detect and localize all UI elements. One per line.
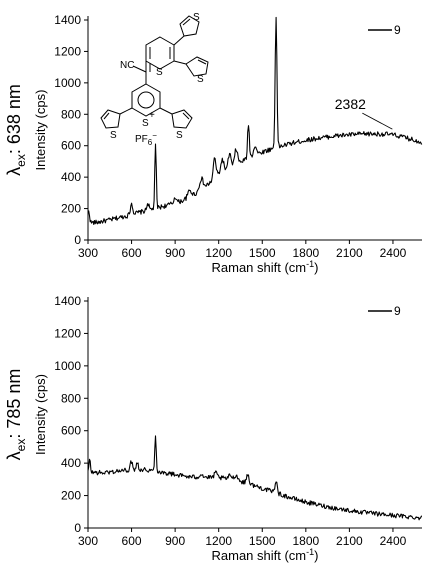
y-tick-label: 1200 bbox=[54, 44, 81, 58]
x-tick-label: 1200 bbox=[205, 534, 232, 548]
y-tick-label: 1400 bbox=[54, 13, 81, 27]
y-tick-label: 200 bbox=[61, 489, 81, 503]
y-tick-label: 600 bbox=[61, 139, 81, 153]
y-tick-label: 0 bbox=[74, 233, 81, 247]
bond bbox=[119, 107, 133, 115]
excitation-wavelength-label: λex: 785 nm bbox=[4, 369, 28, 461]
y-tick-label: 1000 bbox=[54, 76, 81, 90]
molecule-labels: S S S NC S + S S PF6− bbox=[110, 12, 204, 147]
nitrile-label: NC bbox=[120, 60, 134, 71]
x-tick-label: 2100 bbox=[336, 534, 363, 548]
sulfur-label-cation: S bbox=[142, 118, 149, 129]
legend-label: 9 bbox=[394, 23, 401, 37]
thiophene-ring-bottom-left bbox=[100, 109, 121, 129]
y-tick-label: 400 bbox=[61, 170, 81, 184]
thiophene-ring-bottom-right bbox=[171, 109, 193, 129]
x-tick-label: 900 bbox=[165, 246, 185, 260]
counterion-label: PF6− bbox=[135, 131, 157, 147]
y-axis-label: Intensity (cps) bbox=[33, 90, 48, 171]
x-tick-label: 600 bbox=[122, 534, 142, 548]
x-tick-label: 1800 bbox=[292, 246, 319, 260]
thiophene-ring-top bbox=[179, 15, 200, 37]
sulfur-label-thiophene-left: S bbox=[110, 130, 117, 141]
sulfur-label-thiophene-right: S bbox=[197, 74, 204, 85]
x-tick-label: 2400 bbox=[380, 246, 407, 260]
y-tick-label: 200 bbox=[61, 202, 81, 216]
chart-panel-785nm: 0 200 400 600 800 1000 1200 1400 300 600 900 1200 15… bbox=[4, 294, 422, 563]
y-axis-label: Intensity (cps) bbox=[33, 374, 48, 455]
thiophene-ring-right bbox=[185, 56, 209, 77]
x-tick-label: 1500 bbox=[249, 534, 276, 548]
annotation-pointer bbox=[362, 112, 393, 130]
y-tick-label: 800 bbox=[61, 107, 81, 121]
x-tick-label: 300 bbox=[78, 534, 98, 548]
y-tick-label: 800 bbox=[61, 391, 81, 405]
y-tick-label: 1400 bbox=[54, 294, 81, 308]
thiopyrylium-ring-bottom bbox=[131, 83, 161, 117]
y-tick-label: 1000 bbox=[54, 359, 81, 373]
x-axis-label: Raman shift (cm-1) bbox=[212, 547, 319, 563]
x-tick-label: 300 bbox=[78, 246, 98, 260]
x-tick-label: 1500 bbox=[249, 246, 276, 260]
sulfur-label-thiophene-bottom-right: S bbox=[176, 130, 183, 141]
cation-charge-label: + bbox=[149, 110, 155, 121]
excitation-wavelength-label: λex: 638 nm bbox=[4, 84, 28, 176]
aromatic-circle bbox=[137, 91, 155, 109]
x-tick-label: 1200 bbox=[205, 246, 232, 260]
bond bbox=[159, 107, 173, 115]
y-tick-label: 1200 bbox=[54, 326, 81, 340]
y-tick-label: 0 bbox=[74, 521, 81, 535]
legend-label: 9 bbox=[394, 304, 401, 318]
raman-spectrum-line bbox=[87, 435, 422, 521]
bond bbox=[132, 65, 147, 73]
bond bbox=[173, 60, 187, 65]
ring-double-bond bbox=[182, 18, 191, 26]
ring-double-bond bbox=[182, 112, 190, 120]
ring-double-bond bbox=[197, 59, 207, 65]
x-tick-label: 2400 bbox=[380, 534, 407, 548]
y-tick-label: 600 bbox=[61, 424, 81, 438]
sulfur-label-top: S bbox=[156, 67, 163, 78]
peak-annotation-label: 2382 bbox=[335, 96, 366, 112]
x-axis-label: Raman shift (cm-1) bbox=[212, 259, 319, 275]
y-tick-label: 400 bbox=[61, 456, 81, 470]
sulfur-label-thiophene-top: S bbox=[193, 12, 200, 23]
x-tick-label: 900 bbox=[165, 534, 185, 548]
chart-panel-638nm: 0 200 400 600 800 1000 1200 1400 300 600 900 1200 15… bbox=[4, 13, 423, 275]
raman-spectrum-line bbox=[87, 16, 423, 226]
bond bbox=[173, 35, 185, 46]
ring-double-bond bbox=[103, 112, 110, 120]
molecule-structure-diagram bbox=[100, 15, 209, 129]
x-tick-label: 600 bbox=[122, 246, 142, 260]
x-tick-label: 1800 bbox=[292, 534, 319, 548]
x-tick-label: 2100 bbox=[336, 246, 363, 260]
